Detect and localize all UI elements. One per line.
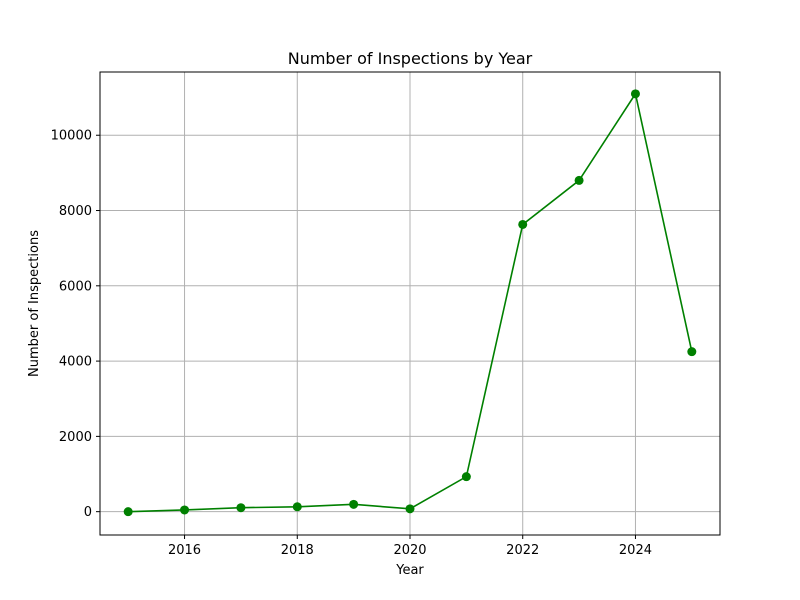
data-point bbox=[687, 347, 697, 357]
data-point bbox=[123, 507, 133, 517]
y-tick-label: 4000 bbox=[59, 355, 92, 370]
x-tick-label: 2024 bbox=[619, 543, 652, 558]
y-tick-label: 0 bbox=[84, 505, 92, 520]
y-axis-label: Number of Inspections bbox=[27, 230, 42, 377]
data-point bbox=[405, 504, 415, 514]
series-layer bbox=[123, 89, 697, 517]
data-point bbox=[292, 502, 302, 512]
y-tick-label: 6000 bbox=[59, 279, 92, 294]
y-tick-label: 8000 bbox=[59, 204, 92, 219]
grid bbox=[100, 72, 720, 535]
x-tick-label: 2022 bbox=[506, 543, 539, 558]
data-point bbox=[518, 219, 528, 229]
data-point bbox=[349, 499, 359, 509]
x-tick-label: 2020 bbox=[393, 543, 426, 558]
x-axis-label: Year bbox=[395, 563, 424, 578]
data-point bbox=[236, 503, 246, 513]
chart-title: Number of Inspections by Year bbox=[288, 49, 533, 68]
x-tick-label: 2016 bbox=[168, 543, 201, 558]
y-tick-label: 10000 bbox=[51, 129, 92, 144]
data-point bbox=[180, 505, 190, 515]
ticks: 2016 2018 2020 2022 2024 0 2000 4000 6000 8000 100… bbox=[51, 129, 652, 558]
x-tick-label: 2018 bbox=[281, 543, 314, 558]
data-point bbox=[461, 472, 471, 482]
data-point bbox=[574, 175, 584, 185]
y-tick-label: 2000 bbox=[59, 430, 92, 445]
data-point bbox=[630, 89, 640, 99]
